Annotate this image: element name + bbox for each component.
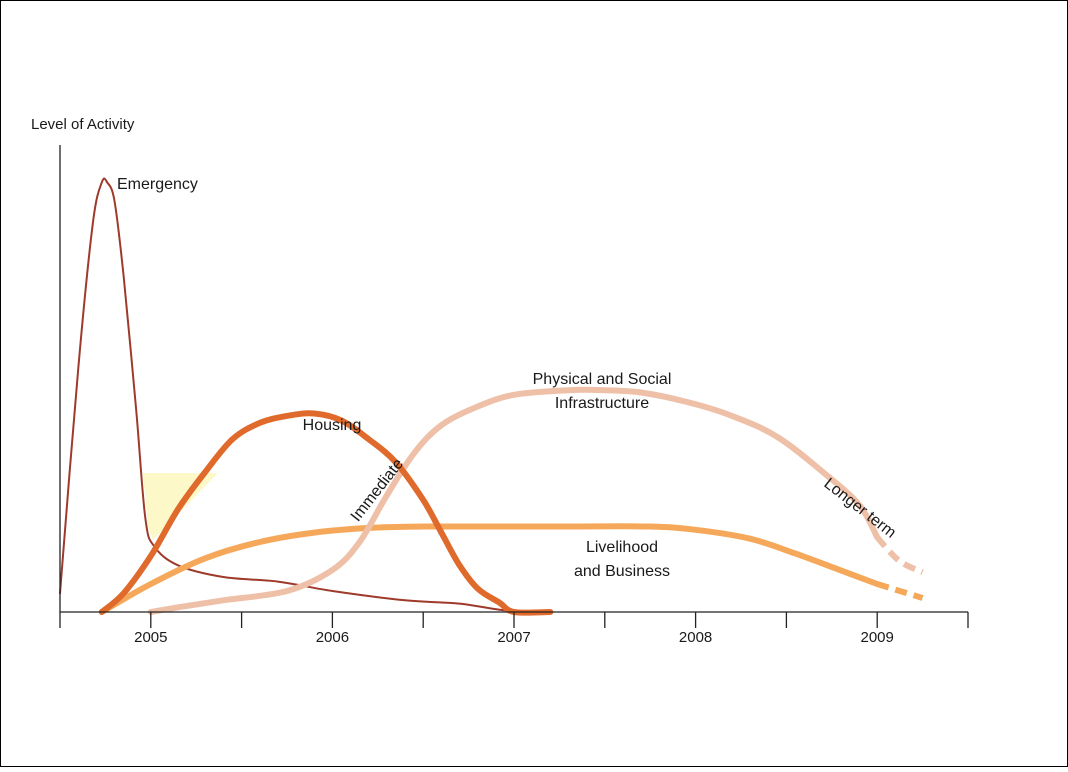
series-label-housing: Housing <box>303 417 362 434</box>
series-line-physical-and-social-infrastructure <box>147 386 881 615</box>
x-axis-ticks: 2005 2006 2007 2008 2009 <box>59 612 969 646</box>
series-line-housing <box>98 410 554 616</box>
series-label-livelihood-and-business: Livelihood and Business <box>574 539 670 580</box>
series-extension-physical-and-social-infrastructure <box>874 535 924 576</box>
x-tick-label-2008: 2008 <box>679 629 712 646</box>
series-extension-livelihood-and-business <box>876 581 924 601</box>
x-tick-label-2006: 2006 <box>316 629 349 646</box>
x-tick-label-2005: 2005 <box>134 629 167 646</box>
series-line-livelihood-and-business <box>98 523 881 615</box>
series-label-physical-and-social-infrastructure: Physical and Social Infrastructure <box>533 371 672 412</box>
y-axis-label: Level of Activity <box>31 116 135 133</box>
series-layer <box>59 177 924 616</box>
series-label-emergency: Emergency <box>117 176 198 193</box>
x-tick-label-2007: 2007 <box>497 629 530 646</box>
series-line-emergency <box>59 177 552 614</box>
x-tick-label-2009: 2009 <box>861 629 894 646</box>
